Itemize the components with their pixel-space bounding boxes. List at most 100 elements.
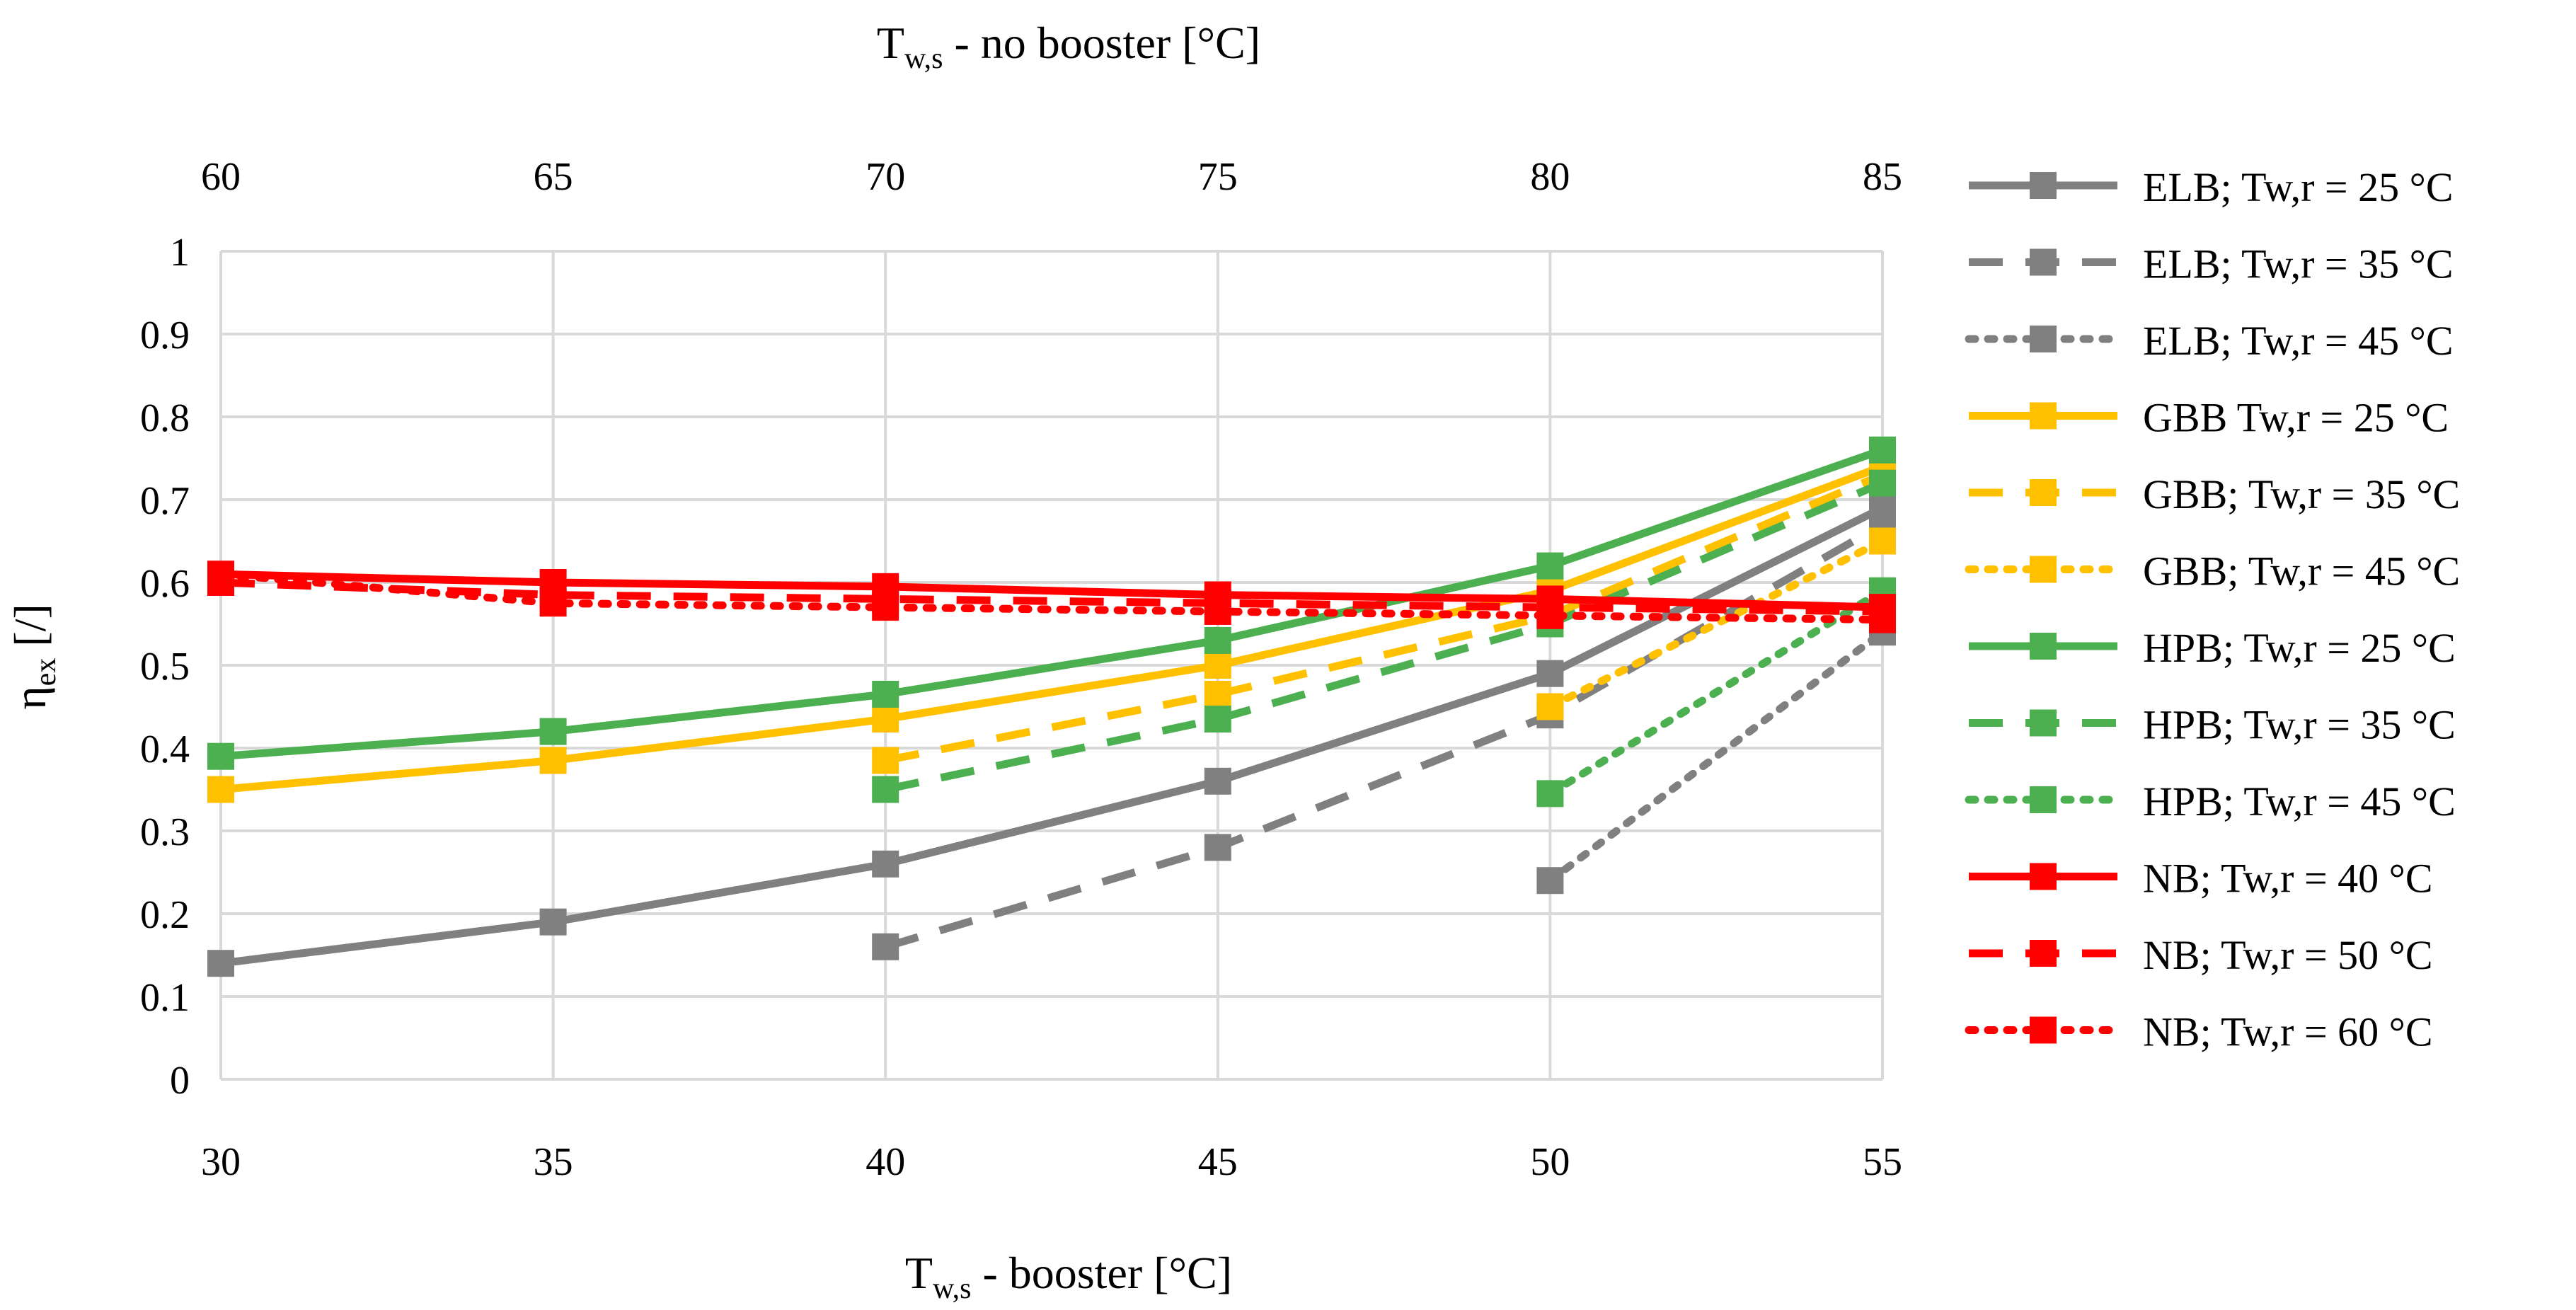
legend-label: NB; Tw,r = 50 °C [2143, 932, 2433, 978]
series-marker-3 [1536, 867, 1564, 895]
bottom-axis-title: Tw,s - booster [°C] [905, 1248, 1232, 1305]
x-tick-label: 40 [866, 1140, 905, 1184]
legend-marker [2030, 940, 2057, 967]
x2-tick-label: 70 [866, 155, 905, 199]
legend-marker [2030, 556, 2057, 583]
legend-label: GBB; Tw,r = 45 °C [2143, 548, 2460, 594]
top-axis-title: Tw,s - no booster [°C] [877, 18, 1260, 75]
legend-entry: HPB; Tw,r = 45 °C [1965, 778, 2456, 825]
series-marker-12 [539, 590, 567, 617]
series-marker-8 [1869, 469, 1896, 497]
x2-tick-label: 60 [201, 155, 241, 199]
series-marker-7 [872, 680, 899, 708]
legend-marker [2030, 326, 2057, 352]
legend-marker [2030, 402, 2057, 430]
legend-entry: NB; Tw,r = 60 °C [1965, 1009, 2433, 1055]
x-tick-label: 55 [1863, 1140, 1902, 1184]
series-marker-5 [1204, 680, 1231, 708]
series-marker-7 [207, 742, 234, 770]
legend-marker [2030, 172, 2057, 199]
x-tick-label: 45 [1198, 1140, 1238, 1184]
legend-label: GBB; Tw,r = 35 °C [2143, 471, 2460, 517]
x2-tick-label: 75 [1198, 155, 1238, 199]
legend-marker [2030, 479, 2057, 506]
series-marker-7 [1204, 626, 1231, 654]
series-line-3 [1546, 628, 1887, 885]
y-tick-label: 1 [170, 231, 190, 275]
legend-label: HPB; Tw,r = 25 °C [2143, 625, 2456, 671]
y-tick-label: 0.1 [140, 976, 190, 1020]
series-marker-12 [1869, 606, 1896, 633]
legend-label: ELB; Tw,r = 45 °C [2143, 318, 2454, 364]
series-marker-4 [207, 776, 234, 803]
legend-entry: ELB; Tw,r = 25 °C [1969, 164, 2454, 210]
legend-marker [2030, 633, 2057, 660]
series-marker-7 [539, 718, 567, 745]
legend-marker [2030, 786, 2057, 813]
series-line-9 [1546, 587, 1887, 798]
series-line-1 [220, 504, 1885, 967]
y-tick-label: 0.8 [140, 396, 190, 440]
series-marker-2 [872, 933, 899, 960]
series-line-7 [220, 446, 1884, 761]
series-marker-4 [872, 706, 899, 733]
axes: 0 0.1 0.2 0.3 0.4 0.5 0.6 0.7 0.8 0.9 1 30 60 35 65 40 7… [140, 155, 1902, 1184]
series-marker-6 [1536, 693, 1564, 720]
x2-tick-label: 80 [1530, 155, 1570, 199]
series-line-2 [884, 521, 1885, 951]
series-marker-12 [1204, 597, 1231, 625]
legend-label: NB; Tw,r = 60 °C [2143, 1009, 2433, 1055]
series-marker-2 [1204, 834, 1231, 861]
legend-entry: HPB; Tw,r = 35 °C [1969, 702, 2456, 748]
series-marker-7 [1536, 552, 1564, 580]
series-lines [207, 436, 1896, 977]
series-marker-1 [872, 850, 899, 878]
series-line-8 [885, 479, 1885, 793]
legend-marker [2030, 709, 2057, 737]
legend-label: GBB Tw,r = 25 °C [2143, 395, 2449, 441]
series-marker-8 [872, 776, 899, 803]
series-marker-4 [539, 747, 567, 774]
y-tick-label: 0.3 [140, 810, 190, 854]
series-marker-12 [207, 561, 234, 588]
legend-label: NB; Tw,r = 40 °C [2143, 856, 2433, 902]
y-tick-label: 0 [170, 1059, 190, 1103]
legend-label: HPB; Tw,r = 35 °C [2143, 702, 2456, 748]
legend-label: HPB; Tw,r = 45 °C [2143, 778, 2456, 825]
series-line-10 [220, 570, 1883, 611]
y-tick-label: 0.9 [140, 314, 190, 357]
legend-entry: NB; Tw,r = 50 °C [1969, 932, 2433, 978]
legend-label: ELB; Tw,r = 35 °C [2143, 241, 2454, 287]
y-tick-label: 0.7 [140, 479, 190, 523]
legend-label: ELB; Tw,r = 25 °C [2143, 164, 2454, 210]
legend-marker [2030, 1016, 2057, 1044]
series-marker-5 [872, 747, 899, 774]
series-marker-1 [1204, 767, 1231, 795]
series-line-5 [885, 471, 1885, 764]
legend: ELB; Tw,r = 25 °C ELB; Tw,r = 35 °C ELB; T… [1965, 164, 2460, 1055]
series-marker-4 [1204, 652, 1231, 679]
series-marker-9 [1536, 780, 1564, 808]
x-tick-label: 35 [534, 1140, 573, 1184]
y-tick-label: 0.4 [140, 728, 190, 771]
legend-entry: GBB; Tw,r = 35 °C [1969, 471, 2460, 517]
legend-entry: GBB; Tw,r = 45 °C [1965, 548, 2460, 594]
legend-entry: HPB; Tw,r = 25 °C [1969, 625, 2456, 671]
series-marker-8 [1204, 706, 1231, 733]
y-tick-label: 0.5 [140, 645, 190, 689]
y-tick-label: 0.2 [140, 893, 190, 937]
series-marker-12 [1536, 602, 1564, 629]
legend-entry: GBB Tw,r = 25 °C [1969, 395, 2449, 441]
y-tick-label: 0.6 [140, 562, 190, 606]
x2-tick-label: 85 [1863, 155, 1902, 199]
legend-marker [2030, 248, 2057, 276]
series-marker-7 [1869, 436, 1896, 464]
series-line-11 [220, 578, 1883, 616]
series-line-4 [220, 463, 1884, 793]
legend-entry: NB; Tw,r = 40 °C [1969, 856, 2433, 902]
series-marker-12 [872, 594, 899, 621]
series-marker-1 [1536, 660, 1564, 687]
x-tick-label: 50 [1530, 1140, 1570, 1184]
x-tick-label: 30 [201, 1140, 241, 1184]
